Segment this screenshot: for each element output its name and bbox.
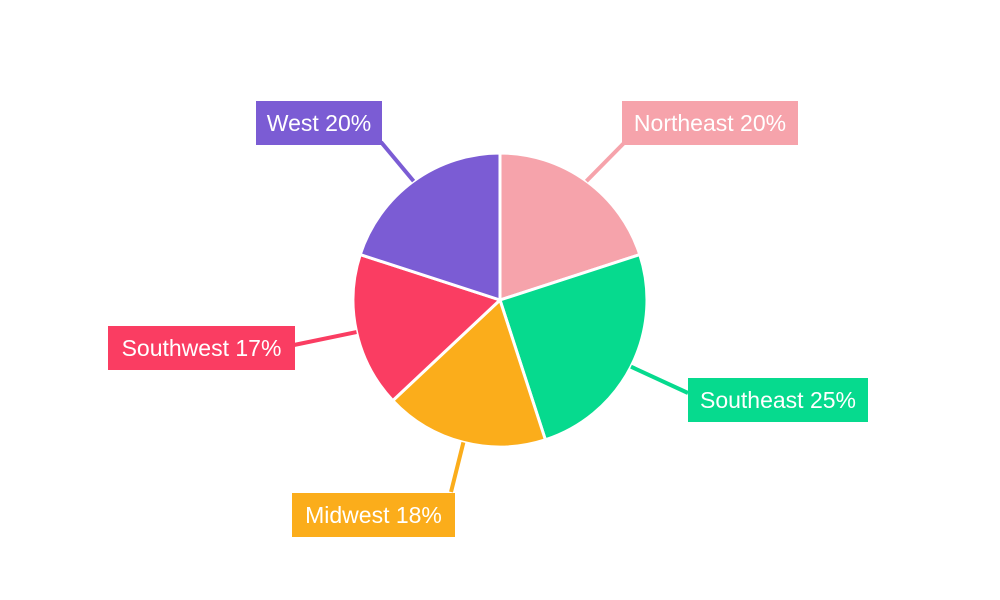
pie-label-southwest: Southwest 17% xyxy=(108,326,295,370)
pie-slice-northeast[interactable] xyxy=(498,151,642,302)
leader-line-northeast xyxy=(584,141,626,183)
leader-line-southwest xyxy=(293,330,357,347)
leader-line-midwest xyxy=(449,441,466,493)
leader-line-southeast xyxy=(630,364,689,395)
pie-slice-midwest[interactable] xyxy=(391,298,547,449)
pie-label-northeast: Northeast 20% xyxy=(622,101,798,145)
pie-label-southeast: Southeast 25% xyxy=(688,378,868,422)
leader-line-west xyxy=(379,140,416,183)
pie-label-midwest: Midwest 18% xyxy=(292,493,455,537)
pie-slice-southwest[interactable] xyxy=(351,253,502,403)
pie-slice-west[interactable] xyxy=(358,151,502,302)
pie-label-west: West 20% xyxy=(256,101,382,145)
pie-slice-southeast[interactable] xyxy=(498,253,649,442)
